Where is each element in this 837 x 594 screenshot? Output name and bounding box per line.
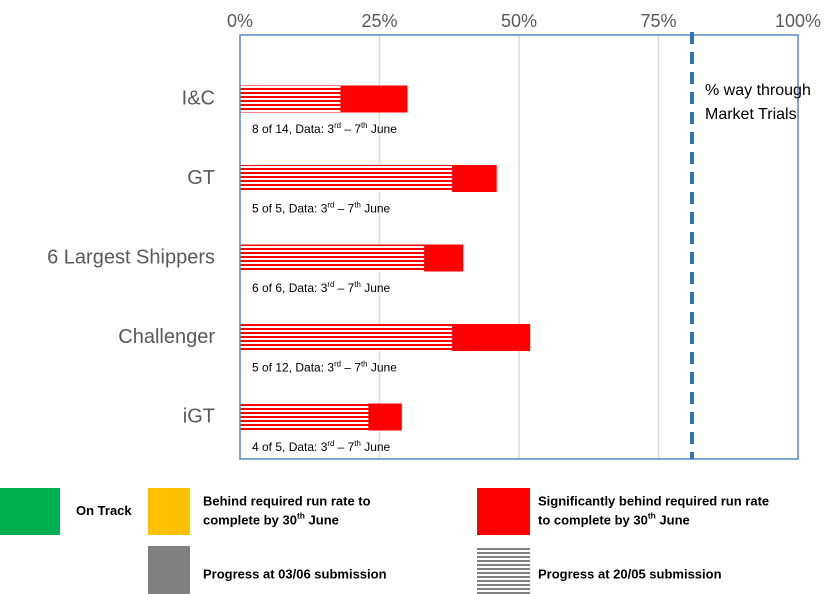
legend-label: On Track [76, 503, 132, 518]
legend-label: Significantly behind required run rate [538, 494, 769, 509]
bar-note: 8 of 14, Data: 3rd – 7th June [252, 121, 397, 137]
bar-note: 4 of 5, Data: 3rd – 7th June [252, 439, 391, 455]
legend-label: complete by 30th June [203, 511, 339, 528]
bar-striped [240, 403, 369, 431]
legend-label: Progress at 20/05 submission [538, 566, 722, 581]
superscript: th [354, 200, 361, 209]
category-label: 6 Largest Shippers [47, 246, 215, 268]
bar-note: 6 of 6, Data: 3rd – 7th June [252, 280, 391, 296]
text-run: – 7 [341, 361, 361, 375]
bar-striped [240, 85, 341, 113]
text-run: to complete by 30 [538, 513, 648, 528]
reference-label: Market Trials [705, 106, 797, 123]
bar-striped [240, 165, 453, 192]
category-label: I&C [182, 87, 215, 109]
legend-swatch-striped [477, 546, 530, 594]
bar-striped [240, 324, 453, 351]
text-run: Behind required run rate to [203, 494, 371, 509]
legend-label: Behind required run rate to [203, 494, 371, 509]
superscript: th [297, 511, 305, 521]
text-run: – 7 [334, 202, 354, 216]
text-run: – 7 [334, 440, 354, 454]
x-tick-label: 50% [501, 11, 537, 31]
legend-label: Progress at 03/06 submission [203, 566, 387, 581]
text-run: – 7 [341, 122, 361, 136]
text-run: – 7 [334, 281, 354, 295]
legend-swatch [148, 488, 190, 535]
text-run: June [368, 361, 398, 375]
text-run: 5 of 5, Data: 3 [252, 202, 328, 216]
text-run: June [368, 122, 398, 136]
category-label: GT [187, 167, 215, 189]
superscript: rd [334, 121, 341, 130]
text-run: 6 of 6, Data: 3 [252, 281, 328, 295]
superscript: th [361, 359, 368, 368]
legend-swatch [0, 488, 60, 535]
superscript: rd [327, 280, 334, 289]
legend-label: to complete by 30th June [538, 511, 690, 528]
superscript: th [354, 280, 361, 289]
x-tick-label: 75% [640, 11, 676, 31]
legend-swatch [477, 488, 530, 535]
category-label: Challenger [118, 326, 215, 348]
text-run: 4 of 5, Data: 3 [252, 440, 328, 454]
text-run: On Track [76, 503, 132, 518]
bar-note: 5 of 5, Data: 3rd – 7th June [252, 200, 391, 216]
category-label: iGT [183, 405, 215, 427]
text-run: June [361, 440, 391, 454]
superscript: rd [334, 359, 341, 368]
bar-striped [240, 244, 425, 272]
text-run: June [361, 202, 391, 216]
superscript: th [354, 439, 361, 448]
reference-label: % way through [705, 82, 811, 99]
text-run: June [656, 513, 690, 528]
superscript: th [361, 121, 368, 130]
text-run: June [361, 281, 391, 295]
text-run: 8 of 14, Data: 3 [252, 122, 334, 136]
bar-note: 5 of 12, Data: 3rd – 7th June [252, 359, 397, 375]
text-run: complete by 30 [203, 513, 297, 528]
superscript: th [648, 511, 656, 521]
x-tick-label: 0% [227, 11, 253, 31]
text-run: June [305, 513, 339, 528]
superscript: rd [327, 439, 334, 448]
text-run: Significantly behind required run rate [538, 494, 769, 509]
text-run: 5 of 12, Data: 3 [252, 361, 334, 375]
x-tick-label: 25% [361, 11, 397, 31]
superscript: rd [327, 200, 334, 209]
legend-swatch [148, 546, 190, 594]
x-tick-label: 100% [775, 11, 821, 31]
plot-frame [239, 34, 799, 460]
